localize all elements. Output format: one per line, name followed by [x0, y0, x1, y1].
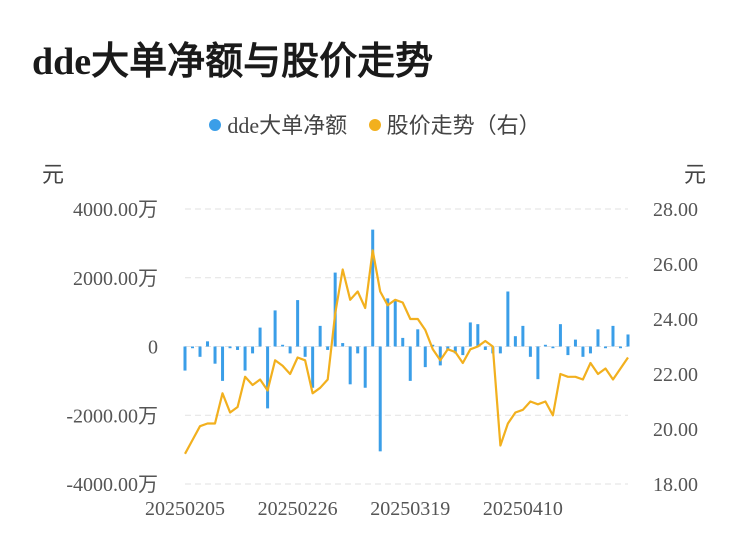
bar: [258, 327, 262, 347]
bar: [506, 291, 510, 347]
bar: [521, 325, 525, 347]
bar: [438, 346, 442, 366]
bar: [363, 346, 367, 388]
bar: [408, 346, 412, 381]
bar: [386, 298, 390, 347]
bar: [251, 346, 255, 354]
bar: [566, 346, 570, 356]
bar: [236, 346, 240, 350]
bar: [588, 346, 592, 354]
bar: [198, 346, 202, 357]
bar: [288, 346, 292, 354]
left-tick-label: 4000.00万: [73, 199, 158, 221]
bar: [581, 346, 585, 357]
bar: [513, 336, 517, 347]
bar: [558, 324, 562, 347]
bar: [476, 324, 480, 347]
right-tick-label: 26.00: [653, 254, 698, 276]
bar: [423, 346, 427, 368]
left-tick-label: 0: [148, 337, 158, 359]
bar: [611, 325, 615, 347]
bar: [303, 346, 307, 357]
bar: [528, 346, 532, 357]
left-tick-label: -2000.00万: [66, 405, 158, 427]
bar: [311, 346, 315, 388]
bar: [573, 339, 577, 347]
bar: [431, 344, 435, 347]
bar: [243, 346, 247, 371]
x-tick-label: 20250410: [483, 498, 563, 520]
legend-bar-label: dde大单净额: [227, 113, 348, 138]
bar: [536, 346, 540, 380]
bar: [401, 337, 405, 347]
bar: [318, 325, 322, 347]
right-axis-unit: 元: [684, 162, 707, 187]
bar: [273, 310, 277, 347]
bar: [543, 344, 547, 347]
right-tick-label: 24.00: [653, 309, 698, 331]
legend-item-bar[interactable]: dde大单净额: [209, 108, 347, 140]
legend-line-label: 股价走势（右）: [386, 113, 541, 138]
legend-line-dot-icon: [368, 119, 381, 131]
bar: [348, 346, 352, 385]
bar: [468, 322, 472, 347]
x-tick-label: 20250319: [370, 498, 450, 520]
bar: [416, 329, 420, 347]
bar: [356, 346, 360, 354]
right-tick-label: 22.00: [653, 364, 698, 386]
x-tick-label: 20250226: [258, 498, 338, 520]
bar: [213, 346, 217, 364]
bar: [603, 346, 607, 349]
bar: [378, 346, 382, 452]
bar: [266, 346, 270, 409]
price-line: [184, 249, 629, 455]
bar: [341, 343, 345, 347]
bar: [371, 229, 375, 347]
left-axis-unit: 元: [42, 162, 65, 187]
bar: [618, 346, 622, 349]
bar: [483, 346, 487, 350]
right-tick-label: 28.00: [653, 199, 698, 221]
right-tick-label: 20.00: [653, 419, 698, 441]
bar: [461, 346, 465, 356]
bar: [296, 300, 300, 347]
bar: [626, 334, 630, 347]
left-tick-label: 2000.00万: [73, 268, 158, 290]
legend: dde大单净额 股价走势（右）: [0, 108, 750, 140]
chart-title: dde大单净额与股价走势: [32, 41, 434, 83]
bar: [453, 346, 457, 354]
bar: [206, 341, 210, 347]
left-tick-label: -4000.00万: [66, 474, 158, 496]
x-tick-label: 20250205: [145, 498, 225, 520]
bar: [551, 346, 555, 349]
bar: [191, 346, 195, 349]
bar: [228, 346, 232, 349]
legend-bar-dot-icon: [209, 119, 222, 131]
bar: [281, 344, 285, 347]
bar: [326, 346, 330, 350]
bar: [596, 329, 600, 347]
bar: [221, 346, 225, 381]
bar: [183, 346, 187, 371]
bar: [498, 346, 502, 354]
bar: [393, 300, 397, 347]
legend-item-line[interactable]: 股价走势（右）: [368, 108, 541, 140]
right-tick-label: 18.00: [653, 474, 698, 496]
